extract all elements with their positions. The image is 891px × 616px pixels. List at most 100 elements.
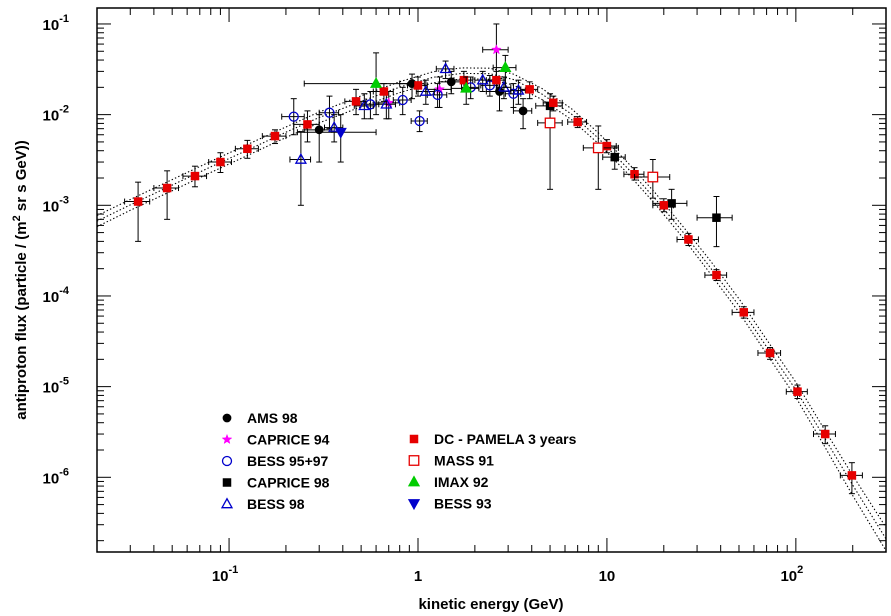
point-1-5 bbox=[512, 98, 533, 130]
point-3-5 bbox=[410, 110, 428, 133]
x-tick-label: 10 bbox=[599, 568, 616, 585]
legend-entry: BESS 95+97 bbox=[221, 453, 329, 469]
x-tick-label: 10-1 bbox=[212, 564, 238, 585]
point-5-1 bbox=[289, 131, 312, 206]
legend-entry: BESS 98 bbox=[220, 496, 305, 512]
marker bbox=[492, 75, 501, 85]
legend-marker bbox=[221, 433, 233, 445]
marker bbox=[439, 62, 452, 74]
series-8 bbox=[303, 52, 517, 116]
marker bbox=[414, 115, 425, 127]
point-6-20 bbox=[704, 269, 728, 282]
point-6-25 bbox=[839, 462, 863, 495]
marker bbox=[358, 99, 371, 111]
point-6-24 bbox=[813, 425, 836, 445]
marker bbox=[544, 117, 556, 129]
legend-label: BESS 93 bbox=[434, 496, 492, 512]
point-6-6 bbox=[261, 129, 287, 145]
point-6-23 bbox=[785, 384, 808, 399]
legend-entry: DC - PAMELA 3 years bbox=[409, 431, 577, 447]
marker bbox=[573, 117, 582, 127]
point-6-12 bbox=[485, 70, 506, 92]
y-tick-label: 10-1 bbox=[43, 13, 69, 34]
marker bbox=[847, 471, 857, 480]
axis-ticks bbox=[96, 8, 887, 552]
marker bbox=[434, 83, 445, 94]
legend-label: BESS 95+97 bbox=[247, 453, 329, 469]
legend-label: CAPRICE 94 bbox=[247, 432, 330, 448]
x-axis-title: kinetic energy (GeV) bbox=[418, 596, 563, 613]
model-curve-1 bbox=[97, 78, 886, 551]
marker bbox=[490, 43, 502, 55]
point-6-13 bbox=[520, 81, 539, 100]
point-5-6 bbox=[435, 60, 455, 80]
marker bbox=[684, 235, 693, 244]
point-9-1 bbox=[296, 114, 377, 163]
marker bbox=[647, 171, 659, 183]
y-tick-label: 10-2 bbox=[43, 104, 69, 125]
marker bbox=[288, 111, 299, 122]
y-tick-label: 10-6 bbox=[43, 466, 69, 487]
legend-label: IMAX 92 bbox=[434, 474, 489, 490]
model-curve-3 bbox=[97, 67, 886, 528]
point-6-3 bbox=[182, 165, 208, 188]
legend: AMS 98 CAPRICE 94 BESS 95+97 CAPRICE 98 BESS… bbox=[220, 410, 577, 512]
point-6-10 bbox=[407, 76, 428, 97]
point-8-3 bbox=[492, 54, 517, 88]
marker bbox=[216, 157, 225, 167]
legend-marker bbox=[220, 497, 234, 509]
marker bbox=[190, 171, 200, 181]
x-tick-label: 102 bbox=[780, 564, 803, 585]
point-6-1 bbox=[124, 181, 151, 242]
y-tick-label: 10-3 bbox=[43, 194, 69, 215]
legend-label: BESS 98 bbox=[247, 496, 305, 512]
point-7-1 bbox=[537, 106, 563, 190]
point-8-2 bbox=[450, 76, 480, 105]
x-tick-label: 1 bbox=[414, 568, 422, 585]
marker bbox=[525, 85, 534, 94]
point-6-7 bbox=[293, 110, 320, 143]
data-points bbox=[124, 23, 863, 495]
legend-marker bbox=[222, 413, 232, 423]
point-6-22 bbox=[757, 347, 782, 360]
marker bbox=[765, 348, 775, 358]
marker bbox=[549, 98, 558, 108]
point-6-14 bbox=[542, 95, 563, 112]
point-6-19 bbox=[676, 232, 699, 247]
point-6-4 bbox=[208, 152, 232, 174]
point-3-1 bbox=[281, 98, 305, 136]
marker bbox=[379, 87, 389, 96]
point-7-3 bbox=[634, 158, 671, 199]
marker bbox=[419, 84, 432, 96]
marker bbox=[328, 120, 341, 132]
legend-entry: BESS 93 bbox=[407, 496, 492, 512]
marker bbox=[334, 127, 347, 139]
series-9 bbox=[296, 114, 377, 163]
marker bbox=[497, 80, 511, 92]
marker bbox=[667, 199, 676, 208]
marker bbox=[820, 429, 830, 439]
legend-marker bbox=[407, 499, 421, 511]
point-5-5 bbox=[415, 79, 435, 105]
marker bbox=[294, 152, 307, 164]
point-6-18 bbox=[652, 198, 674, 213]
legend-label: DC - PAMELA 3 years bbox=[434, 431, 577, 447]
legend-entry: CAPRICE 94 bbox=[221, 432, 330, 448]
y-tick-label: 10-5 bbox=[43, 376, 69, 397]
marker bbox=[397, 94, 408, 106]
legend-label: MASS 91 bbox=[434, 453, 494, 469]
marker bbox=[592, 142, 604, 154]
legend-marker bbox=[222, 478, 232, 487]
point-6-15 bbox=[567, 116, 588, 129]
marker bbox=[476, 73, 489, 85]
point-3-8 bbox=[480, 75, 499, 97]
point-4-2 bbox=[602, 145, 626, 170]
marker bbox=[499, 61, 512, 72]
point-7-2 bbox=[582, 125, 619, 190]
marker bbox=[369, 77, 383, 88]
marker bbox=[413, 81, 423, 90]
series-7 bbox=[537, 106, 671, 199]
marker bbox=[303, 120, 312, 129]
marker bbox=[712, 270, 721, 280]
